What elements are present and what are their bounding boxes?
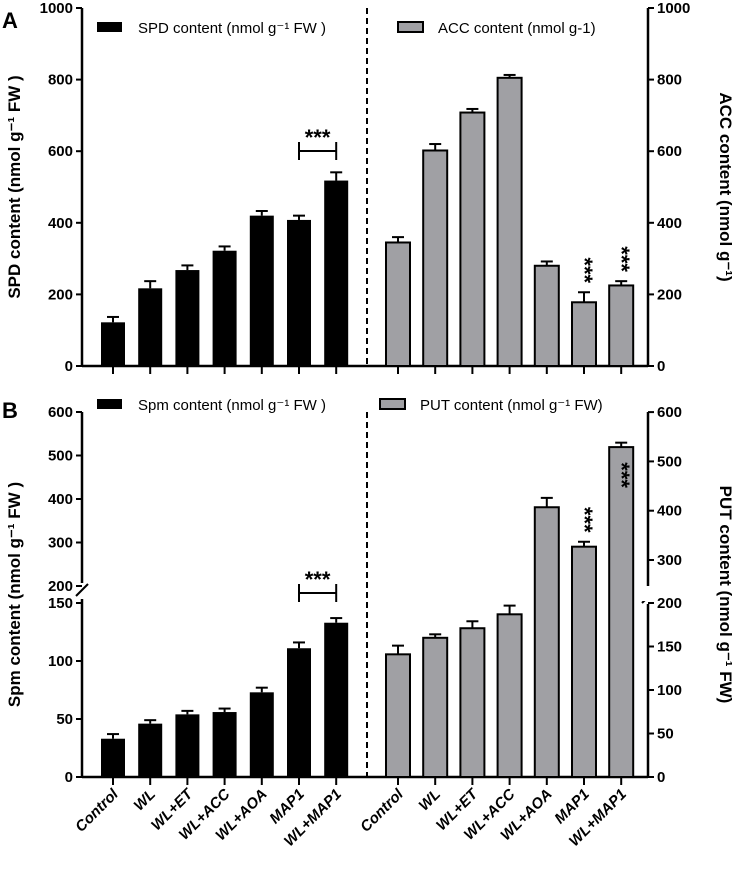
left-bar-wl [138,288,163,366]
y-tick-label: 300 [657,552,682,569]
left-bar-wl-et [175,270,200,366]
left-bar-wl-aoa [249,692,274,777]
left-legend-swatch [97,22,122,32]
y-tick-label: 400 [48,491,73,508]
right-y-axis-label: ACC content (nmol g⁻¹) [716,92,735,281]
y-tick-label: 200 [657,286,682,303]
right-bar-map1 [571,301,597,367]
significance-stars: *** [305,567,331,592]
significance-stars: *** [572,507,597,533]
y-tick-label: 800 [48,72,73,89]
left-bar-wl-acc [212,712,237,777]
right-bar-wl-acc [496,76,523,367]
right-legend-label: PUT content (nmol g⁻¹ FW) [420,397,603,414]
y-tick-label: 400 [657,215,682,232]
y-tick-label: 50 [56,711,73,728]
y-tick-label: 100 [657,682,682,699]
y-tick-label: 0 [65,769,73,786]
significance-stars: *** [609,246,634,272]
right-bar-wl-et [459,627,486,778]
right-bar-wl [422,636,449,778]
y-tick-label: 0 [65,358,73,375]
left-bar-control [101,322,125,366]
significance-stars: *** [572,257,597,283]
panel-label: A [2,8,18,33]
left-bar-wl-acc [212,250,237,366]
y-tick-label: 200 [48,286,73,303]
x-tick-label: WL [131,786,160,815]
y-tick-label: 800 [657,72,682,89]
y-tick-label: 1000 [657,0,690,17]
left-bar-wl [138,723,163,777]
right-y-axis-label: PUT content (nmol g⁻¹ FW) [716,486,735,704]
y-tick-label: 500 [48,448,73,465]
right-legend-swatch [397,21,424,33]
significance-stars: *** [609,462,634,488]
axis-break-mark [75,583,89,597]
right-bar-wl-acc [496,613,523,778]
panel-label: B [2,398,18,423]
significance-stars: *** [305,125,331,150]
y-tick-label: 400 [657,503,682,520]
y-tick-label: 500 [657,453,682,470]
right-legend-label: ACC content (nmol g-1) [438,20,596,37]
left-bar-wl-aoa [249,215,274,366]
y-tick-label: 600 [657,143,682,160]
x-tick-label: Control [357,785,407,835]
right-legend-swatch [379,398,406,410]
left-bar-wl-map1 [324,180,349,366]
x-tick-label: Control [72,785,122,835]
right-bar-wl-map1 [608,284,635,368]
right-bar-map1 [571,545,597,779]
y-tick-label: 100 [48,653,73,670]
left-bar-map1 [287,219,311,366]
panel-a: A 0 200 400 600 800 1000 SPD content (nmol g⁻¹ … [2,0,735,375]
right-bar-wl-et [459,111,486,368]
left-legend-label: Spm content (nmol g⁻¹ FW ) [138,397,326,414]
y-tick-label: 0 [657,358,665,375]
right-bar-control [385,241,411,368]
y-tick-label: 600 [657,404,682,421]
left-bar-map1 [287,648,311,777]
y-tick-label: 1000 [40,0,73,17]
left-bar-wl-et [175,714,200,777]
x-tick-label: WL [416,786,445,815]
left-bar-wl-map1 [324,622,349,777]
axis-break-gap [532,586,673,601]
left-y-axis-label: Spm content (nmol g⁻¹ FW ) [5,482,24,707]
y-tick-label: 0 [657,769,665,786]
left-y-axis-label: SPD content (nmol g⁻¹ FW ) [5,75,24,298]
right-bar-control [385,653,411,779]
y-tick-label: 150 [657,639,682,656]
right-bar-wl-map1 [608,446,635,778]
left-legend-swatch [97,399,122,409]
y-tick-label: 50 [657,726,674,743]
left-bar-control [101,738,125,777]
y-tick-label: 150 [48,595,73,612]
y-tick-label: 300 [48,535,73,552]
y-tick-label: 600 [48,143,73,160]
right-bar-wl-aoa [533,506,560,778]
left-legend-label: SPD content (nmol g⁻¹ FW ) [138,20,326,37]
y-tick-label: 600 [48,404,73,421]
y-tick-label: 400 [48,215,73,232]
y-tick-label: 200 [657,595,682,612]
right-bar-wl [422,149,449,367]
right-bar-wl-aoa [533,264,560,368]
y-tick-label: 200 [48,578,73,595]
